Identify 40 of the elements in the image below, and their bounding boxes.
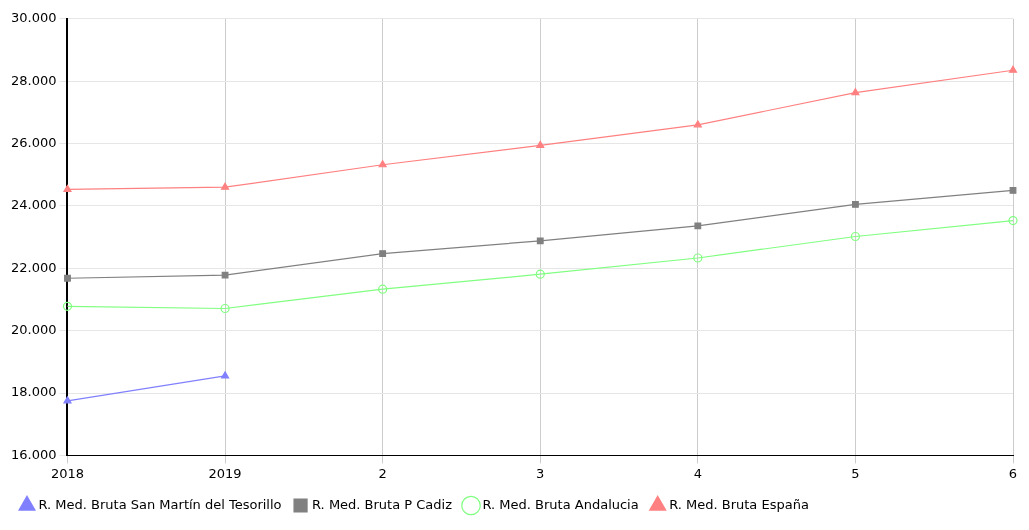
y-tick-label: 26.000 (10, 134, 57, 150)
point (220, 303, 230, 314)
x-tick-label: 5 (851, 465, 860, 481)
point (694, 222, 702, 230)
y-tick-label: 20.000 (10, 322, 57, 338)
point (379, 250, 387, 258)
point (850, 231, 861, 242)
legend-label: R. Med. Bruta España (669, 496, 809, 512)
point (378, 160, 387, 168)
point (536, 237, 544, 245)
x-tick-label: 2019 (208, 465, 242, 481)
point (221, 182, 230, 190)
y-tick-label: 22.000 (10, 259, 57, 275)
x-tick-label: 2 (378, 465, 387, 481)
x-tick-label: 3 (536, 465, 545, 481)
point (63, 184, 72, 192)
point (64, 274, 71, 282)
point (1008, 65, 1018, 73)
point (62, 301, 73, 311)
point (1009, 186, 1017, 194)
y-tick-label: 30.000 (10, 10, 57, 26)
legend-label: R. Med. Bruta P Cadiz (312, 496, 453, 512)
x-tick-label: 2018 (50, 465, 85, 481)
point (851, 88, 860, 96)
legend-label: R. Med. Bruta San Martín del Tesorillo (38, 496, 282, 512)
point (693, 253, 703, 263)
point (1008, 215, 1018, 226)
point (535, 269, 545, 279)
y-tick-label: 28.000 (10, 72, 57, 88)
point (536, 140, 545, 149)
point (378, 284, 388, 294)
point (693, 120, 702, 128)
point (221, 271, 229, 279)
legend-label: R. Med. Bruta Andalucia (482, 496, 639, 512)
y-tick-label: 16.000 (10, 446, 57, 462)
x-tick-label: 6 (1008, 465, 1018, 481)
point (851, 200, 859, 208)
y-tick-label: 18.000 (10, 384, 57, 400)
x-tick-label: 4 (693, 465, 702, 481)
y-tick-label: 24.000 (10, 197, 57, 213)
